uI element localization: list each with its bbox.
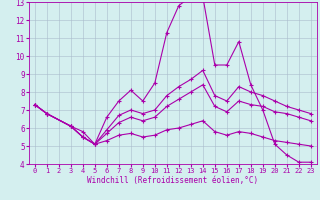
X-axis label: Windchill (Refroidissement éolien,°C): Windchill (Refroidissement éolien,°C): [87, 176, 258, 185]
